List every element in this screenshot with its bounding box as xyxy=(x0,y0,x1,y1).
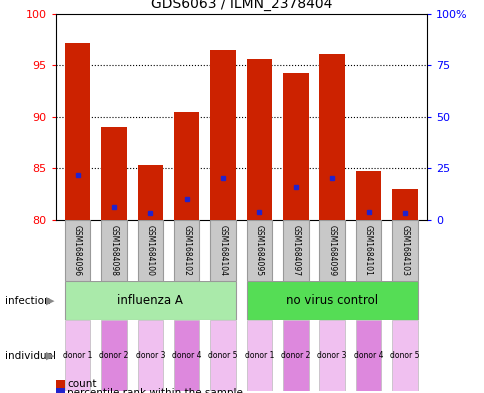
Bar xyxy=(392,220,417,281)
Text: donor 5: donor 5 xyxy=(208,351,237,360)
Bar xyxy=(65,220,90,281)
Bar xyxy=(101,220,126,281)
Bar xyxy=(392,189,417,220)
Bar xyxy=(210,220,235,281)
Bar xyxy=(355,171,380,220)
Text: no virus control: no virus control xyxy=(286,294,378,307)
Bar xyxy=(283,220,308,281)
Bar xyxy=(392,320,417,391)
Text: donor 1: donor 1 xyxy=(63,351,92,360)
Bar xyxy=(246,281,417,320)
Bar xyxy=(174,220,199,281)
Text: donor 2: donor 2 xyxy=(99,351,128,360)
Text: GSM1684098: GSM1684098 xyxy=(109,225,118,276)
Text: GSM1684100: GSM1684100 xyxy=(146,225,154,276)
Bar xyxy=(137,220,163,281)
Bar xyxy=(174,112,199,220)
Text: donor 4: donor 4 xyxy=(172,351,201,360)
Text: donor 4: donor 4 xyxy=(353,351,382,360)
Bar xyxy=(210,320,235,391)
Bar xyxy=(65,43,90,220)
Text: individual: individual xyxy=(5,351,56,361)
Text: GSM1684095: GSM1684095 xyxy=(255,225,263,276)
Bar xyxy=(283,320,308,391)
Text: ▶: ▶ xyxy=(45,351,54,361)
Title: GDS6063 / ILMN_2378404: GDS6063 / ILMN_2378404 xyxy=(151,0,331,11)
Text: GSM1684096: GSM1684096 xyxy=(73,225,82,276)
Bar xyxy=(246,320,272,391)
Text: ▶: ▶ xyxy=(45,296,54,306)
Text: donor 3: donor 3 xyxy=(317,351,346,360)
Bar xyxy=(174,320,199,391)
Bar xyxy=(319,320,344,391)
Text: GSM1684102: GSM1684102 xyxy=(182,225,191,276)
Text: influenza A: influenza A xyxy=(117,294,183,307)
Bar xyxy=(210,50,235,220)
Text: infection: infection xyxy=(5,296,50,306)
Text: GSM1684104: GSM1684104 xyxy=(218,225,227,276)
Bar xyxy=(355,320,380,391)
Bar xyxy=(101,127,126,220)
Bar xyxy=(246,59,272,220)
Text: percentile rank within the sample: percentile rank within the sample xyxy=(67,387,242,393)
Text: donor 5: donor 5 xyxy=(390,351,419,360)
Text: GSM1684101: GSM1684101 xyxy=(363,225,372,276)
Bar xyxy=(319,220,344,281)
Bar xyxy=(246,220,272,281)
Bar xyxy=(65,320,90,391)
Text: donor 2: donor 2 xyxy=(281,351,310,360)
Bar xyxy=(355,220,380,281)
Text: GSM1684099: GSM1684099 xyxy=(327,225,336,276)
Text: count: count xyxy=(67,379,96,389)
Bar xyxy=(65,281,235,320)
Text: GSM1684103: GSM1684103 xyxy=(400,225,408,276)
Bar xyxy=(137,165,163,220)
Bar xyxy=(137,320,163,391)
Bar xyxy=(101,320,126,391)
Text: GSM1684097: GSM1684097 xyxy=(291,225,300,276)
Bar xyxy=(283,73,308,220)
Text: donor 3: donor 3 xyxy=(136,351,165,360)
Text: donor 1: donor 1 xyxy=(244,351,273,360)
Bar xyxy=(319,54,344,220)
